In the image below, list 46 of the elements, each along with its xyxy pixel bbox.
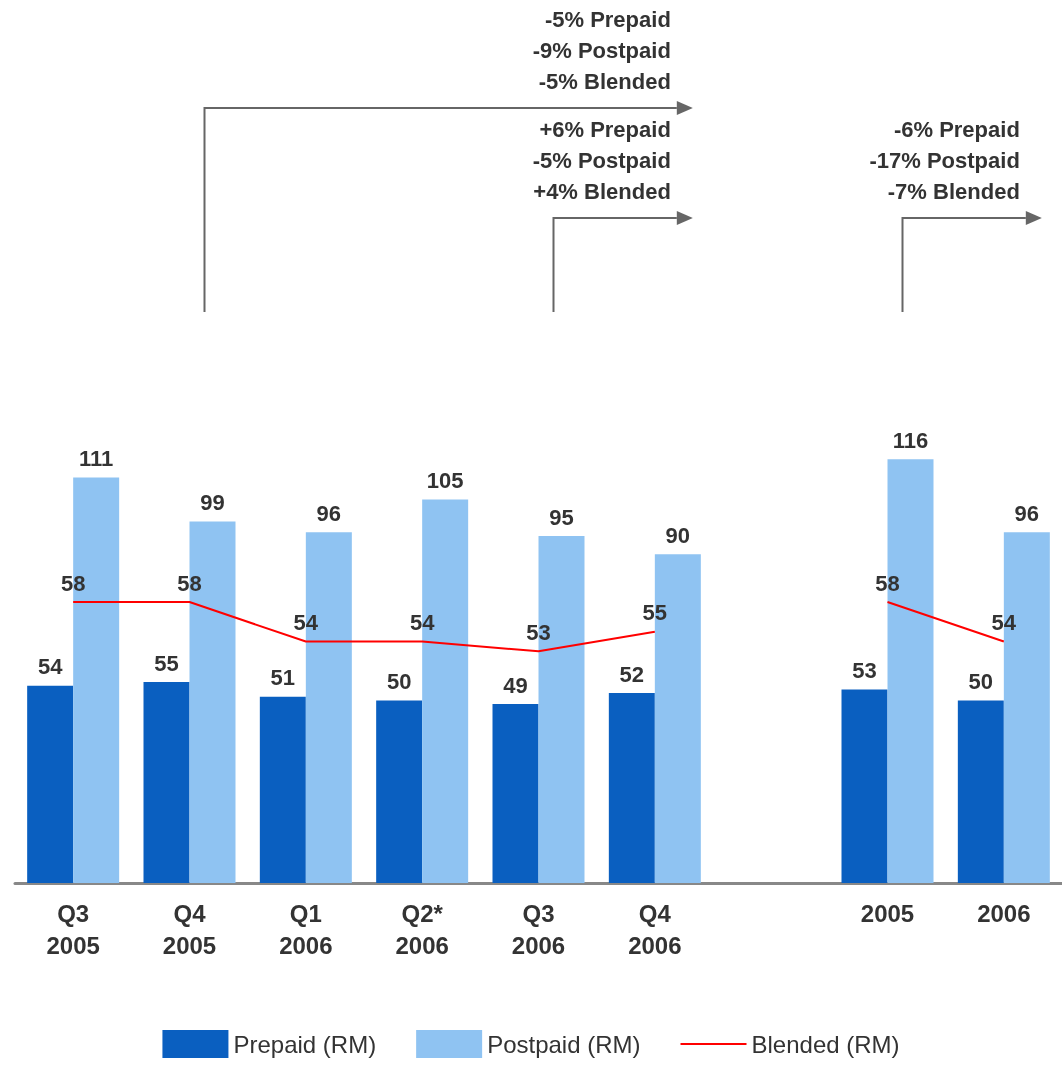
data-label: 58: [60, 570, 86, 596]
data-label: 53: [526, 619, 551, 645]
x-tick-label: Q3 2005: [46, 899, 100, 959]
data-label: 95: [549, 504, 574, 530]
x-tick-label: Q2* 2006: [395, 899, 449, 959]
data-label: 54: [293, 610, 319, 635]
bar: [27, 685, 74, 883]
bar: [259, 696, 306, 883]
data-label: 53: [852, 657, 877, 683]
data-label: 52: [619, 661, 645, 687]
data-label: 55: [642, 600, 668, 626]
x-tick-label: 2006: [977, 899, 1031, 927]
x-tick-label: Q3 2006: [511, 899, 566, 959]
data-label: 50: [968, 668, 994, 694]
data-label: 51: [270, 665, 296, 691]
data-label: 99: [200, 489, 225, 515]
data-label: 58: [177, 570, 202, 596]
x-tick-label: Q4 2005: [162, 899, 217, 959]
data-label: 54: [409, 610, 436, 635]
bar: [376, 700, 423, 883]
data-label: 116: [892, 427, 929, 453]
bar: [841, 689, 888, 883]
legend-label: Prepaid (RM): [233, 1030, 377, 1058]
text: -6% Prepaid -17% Postpaid -7% Blended: [869, 117, 1020, 204]
bar: [492, 704, 539, 883]
data-label: 49: [503, 672, 528, 698]
data-label: 54: [991, 610, 1017, 635]
text: -5% Prepaid -9% Postpaid -5% Blended: [532, 7, 671, 94]
legend-label: Blended (RM): [751, 1030, 900, 1058]
data-label: 58: [875, 570, 900, 596]
legend-label: Postpaid (RM): [487, 1030, 641, 1058]
data-label: 105: [426, 467, 464, 493]
bar: [143, 682, 190, 883]
data-label: 54: [37, 654, 64, 680]
data-label: 55: [154, 650, 179, 676]
data-label: 96: [1014, 500, 1040, 526]
data-label: 111: [79, 446, 114, 472]
data-label: 50: [386, 668, 412, 694]
bar: [957, 700, 1004, 883]
x-tick-label: 2005: [860, 899, 915, 927]
x-tick-label: Q4 2006: [628, 899, 682, 959]
bar: [608, 693, 655, 883]
data-label: 96: [316, 500, 342, 526]
data-label: 90: [665, 522, 691, 548]
x-tick-label: Q1 2006: [279, 899, 333, 959]
text: +6% Prepaid -5% Postpaid +4% Blended: [532, 117, 671, 204]
